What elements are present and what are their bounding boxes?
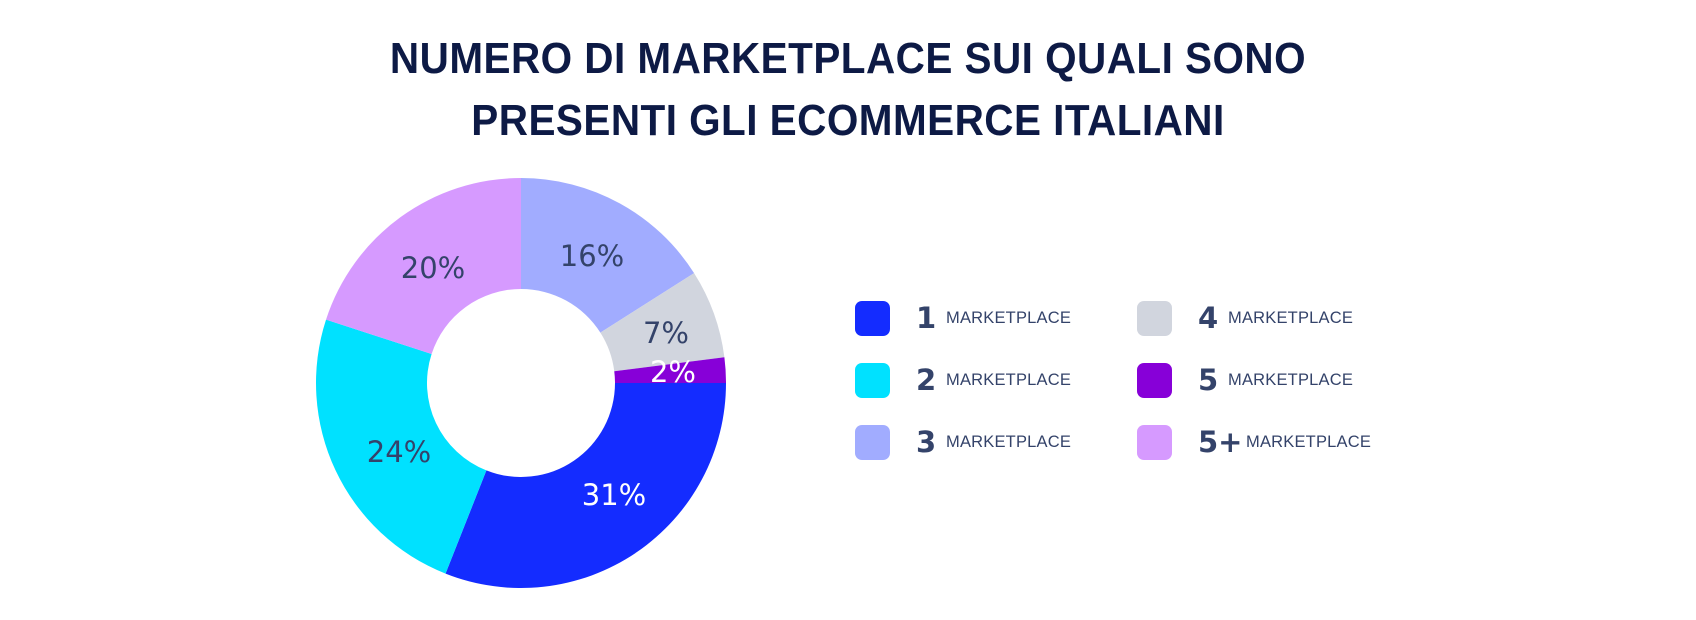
slice-label-1-marketplace: 31%	[582, 478, 646, 512]
donut-slices	[315, 178, 726, 588]
legend-label: MARKETPLACE	[1246, 432, 1372, 451]
slice-label-4-marketplace: 7%	[643, 316, 689, 350]
legend-swatch	[855, 362, 890, 398]
legend-label: MARKETPLACE	[946, 308, 1072, 327]
donut-slice-5-marketplace	[614, 357, 726, 383]
donut-slice-3-marketplace	[521, 178, 695, 333]
legend-swatch	[1137, 362, 1172, 398]
legend-number: 2	[916, 363, 937, 397]
legend-number: 4	[1198, 301, 1219, 335]
slice-label-3-marketplace: 16%	[560, 239, 624, 273]
legend-label: MARKETPLACE	[1228, 308, 1354, 327]
legend-number: 1	[916, 301, 937, 335]
slice-label-2-marketplace: 24%	[367, 435, 431, 469]
legend-label: MARKETPLACE	[946, 432, 1072, 451]
slice-label-5-marketplace: 2%	[650, 355, 696, 389]
legend-item-5plus-marketplace: 5+ MARKETPLACE	[1137, 424, 1371, 460]
legend-item-3-marketplace: 3 MARKETPLACE	[855, 424, 1071, 460]
donut-slice-labels: 31% 24% 20% 16% 7% 2%	[367, 239, 696, 512]
legend-label: MARKETPLACE	[1228, 370, 1354, 389]
chart-title-line-2: PRESENTI GLI ECOMMERCE ITALIANI	[471, 96, 1225, 145]
donut-slice-4-marketplace	[600, 273, 725, 372]
legend-number: 5	[1198, 363, 1219, 397]
donut-slice-1-marketplace	[445, 383, 726, 588]
legend-item-4-marketplace: 4 MARKETPLACE	[1137, 300, 1353, 336]
chart-legend: 1 MARKETPLACE 2 MARKETPLACE 3 MARKETPLAC…	[855, 300, 1415, 470]
donut-slice-2-marketplace	[315, 319, 487, 574]
legend-swatch	[855, 300, 890, 336]
legend-swatch	[855, 424, 890, 460]
legend-item-2-marketplace: 2 MARKETPLACE	[855, 362, 1071, 398]
legend-item-1-marketplace: 1 MARKETPLACE	[855, 300, 1071, 336]
legend-swatch	[1137, 300, 1172, 336]
chart-title-line-1: NUMERO DI MARKETPLACE SUI QUALI SONO	[389, 34, 1307, 83]
legend-label: MARKETPLACE	[946, 370, 1072, 389]
legend-swatch	[1137, 424, 1172, 460]
legend-number: 3	[916, 425, 937, 459]
legend-item-5-marketplace: 5 MARKETPLACE	[1137, 362, 1353, 398]
legend-number: 5+	[1198, 425, 1243, 459]
donut-slice-5plus-marketplace	[326, 178, 521, 354]
slice-label-5plus-marketplace: 20%	[401, 251, 465, 285]
chart-title: NUMERO DI MARKETPLACE SUI QUALI SONO PRE…	[68, 28, 1628, 152]
